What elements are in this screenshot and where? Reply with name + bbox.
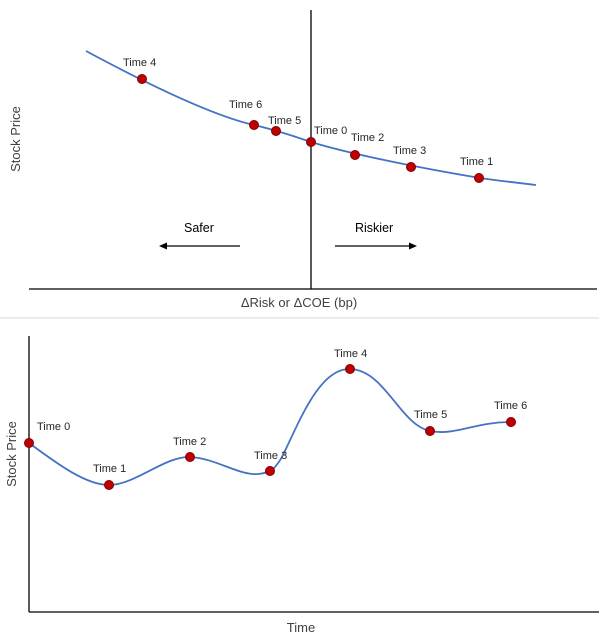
top-point-time-2	[350, 150, 360, 160]
top-label-time-5: Time 5	[268, 115, 301, 127]
bottom-label-time-3: Time 3	[254, 450, 287, 462]
bottom-label-time-5: Time 5	[414, 409, 447, 421]
top-label-time-3: Time 3	[393, 145, 426, 157]
bottom-point-time-1	[104, 480, 114, 490]
bottom-point-time-4	[345, 364, 355, 374]
top-point-time-5	[271, 126, 281, 136]
bottom-point-time-5	[425, 426, 435, 436]
safer-arrow	[159, 242, 240, 250]
bottom-label-time-4: Time 4	[334, 348, 367, 360]
top-x-axis-label: ΔRisk or ΔCOE (bp)	[241, 295, 357, 310]
top-label-time-0: Time 0	[314, 125, 347, 137]
bottom-y-axis-label: Stock Price	[4, 421, 19, 487]
bottom-point-time-2	[185, 452, 195, 462]
top-point-time-0	[306, 137, 316, 147]
top-label-time-1: Time 1	[460, 156, 493, 168]
riskier-label: Riskier	[355, 221, 393, 235]
bottom-point-time-0	[24, 438, 34, 448]
bottom-x-axis-label: Time	[287, 620, 315, 635]
top-label-time-4: Time 4	[123, 57, 156, 69]
safer-label: Safer	[184, 221, 214, 235]
bottom-panel: Time 0 Time 1 Time 2 Time 3 Time 4 Time …	[4, 336, 599, 635]
bottom-label-time-6: Time 6	[494, 400, 527, 412]
riskier-arrow	[335, 242, 417, 250]
top-label-time-2: Time 2	[351, 132, 384, 144]
top-panel: Time 4 Time 6 Time 5 Time 0 Time 2 Time …	[8, 10, 597, 310]
top-point-time-6	[249, 120, 259, 130]
bottom-curve	[28, 368, 512, 486]
top-point-time-1	[474, 173, 484, 183]
bottom-label-time-1: Time 1	[93, 463, 126, 475]
top-y-axis-label: Stock Price	[8, 106, 23, 172]
top-point-time-4	[137, 74, 147, 84]
top-point-time-3	[406, 162, 416, 172]
bottom-point-time-3	[265, 466, 275, 476]
bottom-label-time-0: Time 0	[37, 421, 70, 433]
bottom-label-time-2: Time 2	[173, 436, 206, 448]
bottom-point-time-6	[506, 417, 516, 427]
top-label-time-6: Time 6	[229, 99, 262, 111]
